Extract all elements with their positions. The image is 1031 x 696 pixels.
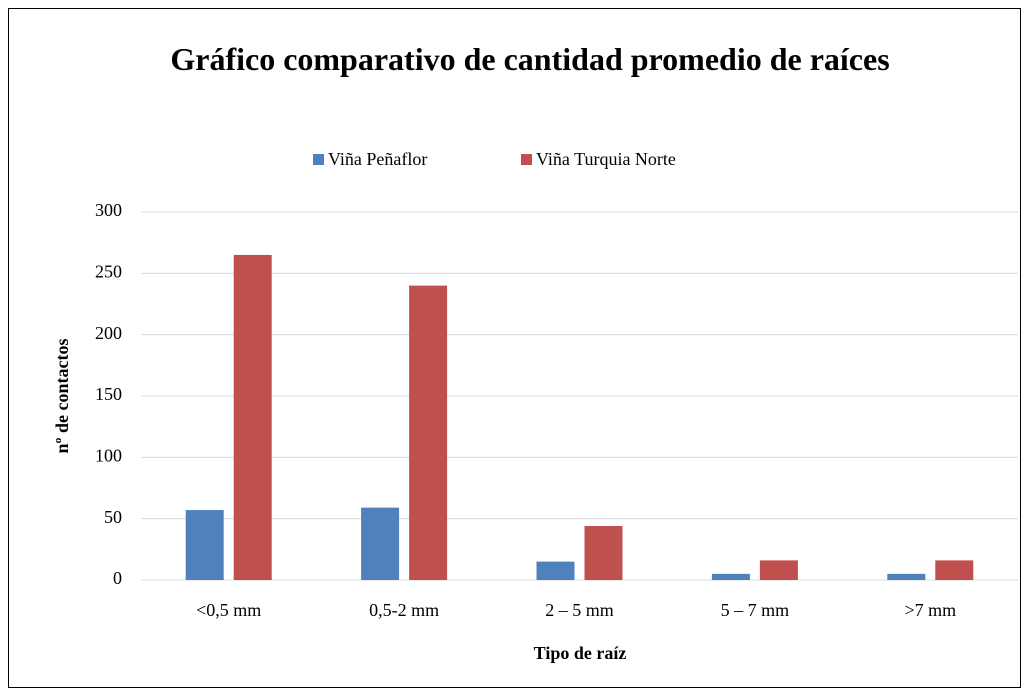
x-tick-label: 5 – 7 mm bbox=[721, 600, 790, 620]
y-tick-label: 250 bbox=[95, 261, 122, 281]
legend-label: Viña Peñaflor bbox=[328, 149, 427, 169]
y-tick-label: 100 bbox=[95, 445, 122, 465]
y-tick-label: 0 bbox=[113, 568, 122, 588]
y-tick-label: 200 bbox=[95, 323, 122, 343]
x-axis-title: Tipo de raíz bbox=[534, 643, 627, 663]
legend-swatch bbox=[521, 154, 532, 165]
bar bbox=[759, 560, 798, 580]
x-tick-label: >7 mm bbox=[904, 600, 956, 620]
bar bbox=[361, 507, 400, 580]
x-tick-label: <0,5 mm bbox=[196, 600, 261, 620]
legend-label: Viña Turquia Norte bbox=[536, 149, 676, 169]
bar bbox=[887, 573, 926, 580]
bar bbox=[584, 526, 623, 580]
chart-frame bbox=[8, 8, 1021, 688]
chart-title: Gráfico comparativo de cantidad promedio… bbox=[170, 41, 890, 77]
bar bbox=[233, 254, 272, 580]
legend-swatch bbox=[313, 154, 324, 165]
bar bbox=[711, 573, 750, 580]
bar bbox=[935, 560, 974, 580]
x-tick-label: 0,5-2 mm bbox=[369, 600, 439, 620]
y-tick-label: 150 bbox=[95, 384, 122, 404]
y-tick-label: 300 bbox=[95, 200, 122, 220]
x-tick-label: 2 – 5 mm bbox=[545, 600, 614, 620]
y-axis-title: nº de contactos bbox=[52, 339, 72, 454]
bar bbox=[536, 561, 575, 580]
bar bbox=[185, 510, 224, 580]
y-tick-label: 50 bbox=[104, 507, 122, 527]
bar bbox=[409, 285, 448, 580]
